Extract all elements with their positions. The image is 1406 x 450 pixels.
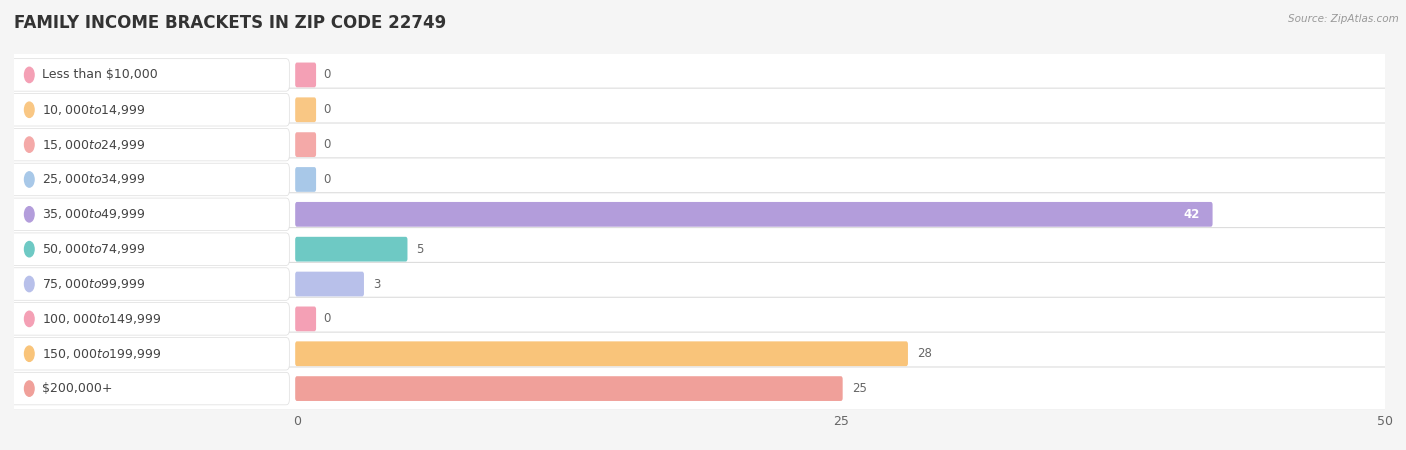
FancyBboxPatch shape [11, 128, 290, 161]
FancyBboxPatch shape [11, 158, 1388, 201]
Text: 28: 28 [917, 347, 932, 360]
Circle shape [24, 381, 34, 396]
FancyBboxPatch shape [11, 268, 290, 300]
FancyBboxPatch shape [11, 233, 290, 266]
Circle shape [24, 207, 34, 222]
Circle shape [24, 311, 34, 327]
Text: 0: 0 [323, 68, 330, 81]
Text: $150,000 to $199,999: $150,000 to $199,999 [42, 347, 162, 361]
FancyBboxPatch shape [11, 372, 290, 405]
Text: Source: ZipAtlas.com: Source: ZipAtlas.com [1288, 14, 1399, 23]
FancyBboxPatch shape [295, 272, 364, 297]
FancyBboxPatch shape [11, 198, 290, 230]
FancyBboxPatch shape [11, 53, 1388, 96]
Text: $35,000 to $49,999: $35,000 to $49,999 [42, 207, 146, 221]
Text: $200,000+: $200,000+ [42, 382, 112, 395]
FancyBboxPatch shape [11, 123, 1388, 166]
FancyBboxPatch shape [11, 193, 1388, 236]
FancyBboxPatch shape [11, 88, 1388, 131]
Circle shape [24, 67, 34, 83]
Text: 25: 25 [852, 382, 866, 395]
FancyBboxPatch shape [295, 237, 408, 261]
Text: FAMILY INCOME BRACKETS IN ZIP CODE 22749: FAMILY INCOME BRACKETS IN ZIP CODE 22749 [14, 14, 446, 32]
Circle shape [24, 242, 34, 257]
FancyBboxPatch shape [295, 306, 316, 331]
FancyBboxPatch shape [11, 94, 290, 126]
FancyBboxPatch shape [295, 97, 316, 122]
FancyBboxPatch shape [11, 163, 290, 196]
Text: $100,000 to $149,999: $100,000 to $149,999 [42, 312, 162, 326]
FancyBboxPatch shape [11, 332, 1388, 375]
FancyBboxPatch shape [11, 297, 1388, 341]
Text: 0: 0 [323, 173, 330, 186]
FancyBboxPatch shape [11, 338, 290, 370]
FancyBboxPatch shape [11, 367, 1388, 410]
Text: 42: 42 [1184, 208, 1199, 221]
FancyBboxPatch shape [295, 202, 1212, 227]
Text: $50,000 to $74,999: $50,000 to $74,999 [42, 242, 146, 256]
Text: $25,000 to $34,999: $25,000 to $34,999 [42, 172, 146, 186]
Circle shape [24, 137, 34, 152]
FancyBboxPatch shape [295, 132, 316, 157]
FancyBboxPatch shape [295, 376, 842, 401]
FancyBboxPatch shape [11, 262, 1388, 306]
FancyBboxPatch shape [11, 58, 290, 91]
Circle shape [24, 346, 34, 361]
Circle shape [24, 102, 34, 117]
FancyBboxPatch shape [11, 303, 290, 335]
Text: 3: 3 [373, 278, 381, 291]
FancyBboxPatch shape [295, 167, 316, 192]
Text: $75,000 to $99,999: $75,000 to $99,999 [42, 277, 146, 291]
Text: Less than $10,000: Less than $10,000 [42, 68, 157, 81]
FancyBboxPatch shape [295, 342, 908, 366]
FancyBboxPatch shape [295, 63, 316, 87]
FancyBboxPatch shape [11, 228, 1388, 271]
Text: $15,000 to $24,999: $15,000 to $24,999 [42, 138, 146, 152]
Text: $10,000 to $14,999: $10,000 to $14,999 [42, 103, 146, 117]
Circle shape [24, 172, 34, 187]
Text: 5: 5 [416, 243, 425, 256]
Text: 0: 0 [323, 103, 330, 116]
Text: 0: 0 [323, 312, 330, 325]
Text: 0: 0 [323, 138, 330, 151]
Circle shape [24, 276, 34, 292]
